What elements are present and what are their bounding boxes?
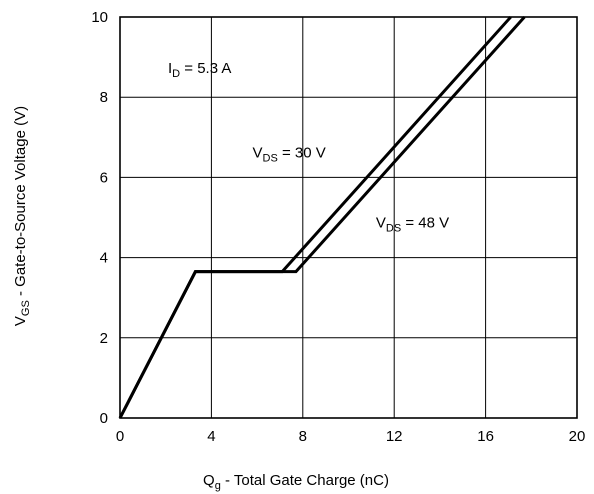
grid-lines	[120, 17, 577, 418]
curves-group	[118, 15, 526, 419]
x-tick-label: 4	[207, 428, 215, 445]
x-tick-label: 12	[386, 428, 403, 445]
x-axis-label: Qg - Total Gate Charge (nC)	[203, 472, 389, 492]
x-tick-label: 8	[299, 428, 307, 445]
annotations: ID = 5.3 A VDS = 30 V VDS = 48 V	[168, 60, 449, 234]
plot-area-frame	[119, 16, 578, 419]
y-tick-label: 2	[100, 330, 108, 347]
x-tick-label: 20	[569, 428, 586, 445]
y-axis-label: VGS - Gate-to-Source Voltage (V)	[12, 106, 32, 326]
y-tick-labels: 0 2 4 6 8 10	[91, 9, 108, 427]
y-tick-label: 10	[91, 9, 108, 26]
series-line-vds-48v	[118, 15, 526, 419]
annotation-label: VDS = 48 V	[376, 215, 449, 235]
y-tick-label: 0	[100, 410, 108, 427]
annotation-label: ID = 5.3 A	[168, 60, 231, 80]
y-tick-label: 4	[100, 250, 108, 267]
x-tick-label: 16	[477, 428, 494, 445]
x-tick-label: 0	[116, 428, 124, 445]
y-tick-label: 6	[100, 169, 108, 186]
annotation-label: VDS = 30 V	[253, 144, 326, 164]
x-tick-labels: 0 4 8 12 16 20	[116, 428, 586, 445]
y-tick-label: 8	[100, 89, 108, 106]
